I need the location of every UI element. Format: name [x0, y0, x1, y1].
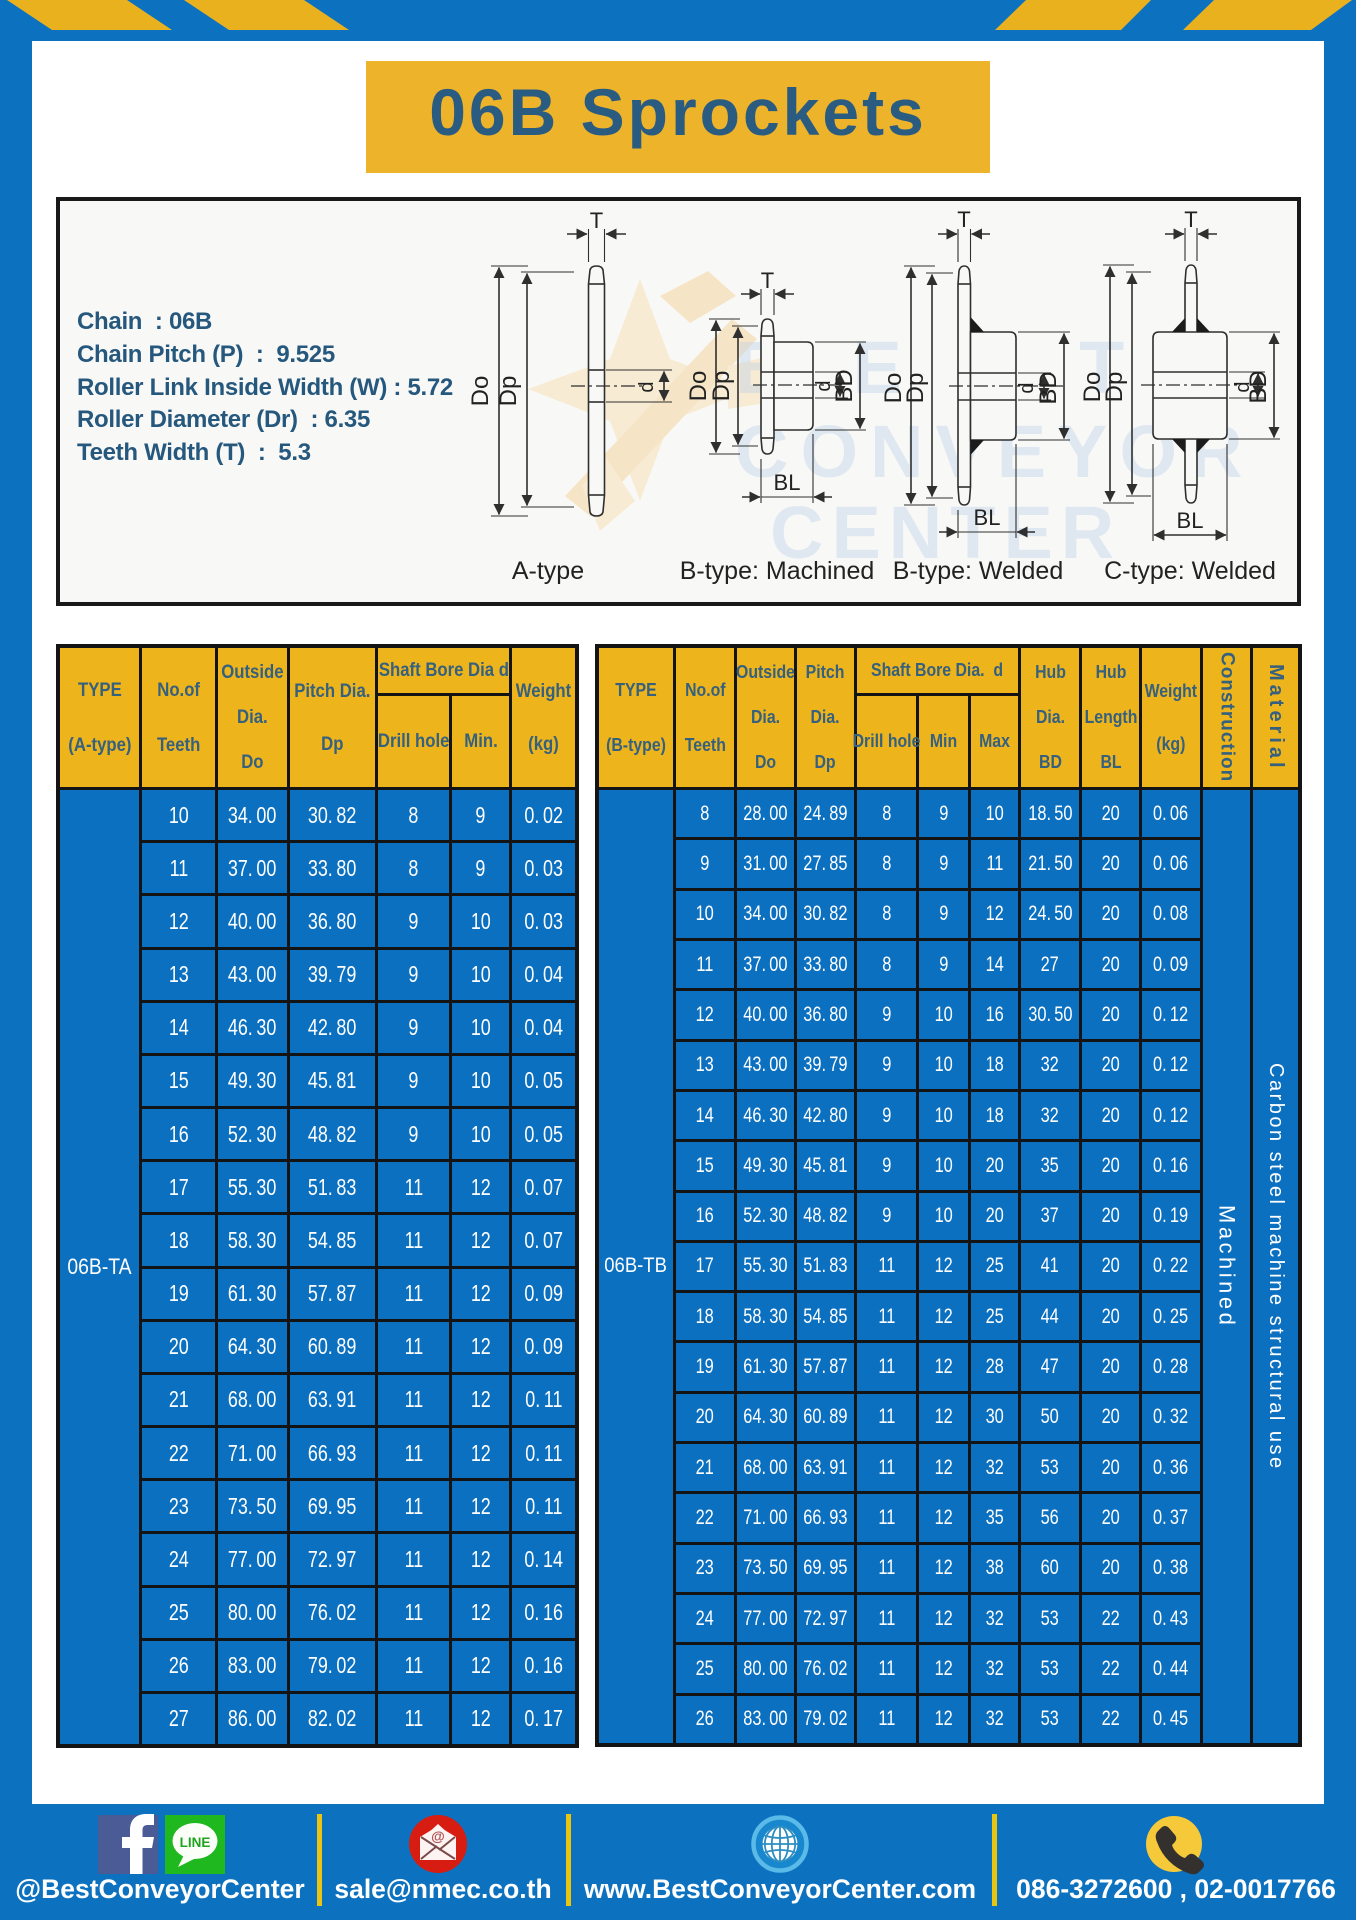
svg-text:B-type: Machined: B-type: Machined: [680, 557, 875, 585]
svg-text:d: d: [813, 380, 835, 391]
svg-text:Do: Do: [1079, 372, 1106, 403]
svg-text:Do: Do: [685, 371, 712, 402]
svg-text:B-type: Welded: B-type: Welded: [893, 557, 1063, 585]
svg-text:Dp: Dp: [708, 371, 735, 402]
svg-text:T: T: [590, 208, 603, 233]
svg-text:LINE: LINE: [180, 1835, 211, 1850]
svg-text:BL: BL: [1177, 508, 1204, 533]
svg-text:Dp: Dp: [1101, 372, 1128, 403]
svg-text:BL: BL: [974, 505, 1001, 530]
svg-text:BL: BL: [774, 470, 801, 495]
svg-text:d: d: [1232, 381, 1254, 392]
svg-text:T: T: [957, 207, 970, 232]
svg-text:A-type: A-type: [512, 557, 584, 585]
svg-text:Do: Do: [880, 373, 907, 404]
svg-text:T: T: [1184, 207, 1197, 232]
svg-text:T: T: [761, 268, 774, 293]
svg-text:Dp: Dp: [495, 376, 522, 407]
svg-text:@: @: [431, 1828, 445, 1844]
svg-text:BD: BD: [1245, 370, 1272, 403]
svg-text:C-type: Welded: C-type: Welded: [1104, 557, 1276, 585]
svg-text:d: d: [1016, 382, 1038, 393]
svg-text:Do: Do: [467, 376, 494, 407]
svg-text:BD: BD: [831, 369, 858, 402]
svg-text:d: d: [636, 381, 658, 392]
svg-text:BD: BD: [1035, 371, 1062, 404]
svg-text:Dp: Dp: [902, 373, 929, 404]
